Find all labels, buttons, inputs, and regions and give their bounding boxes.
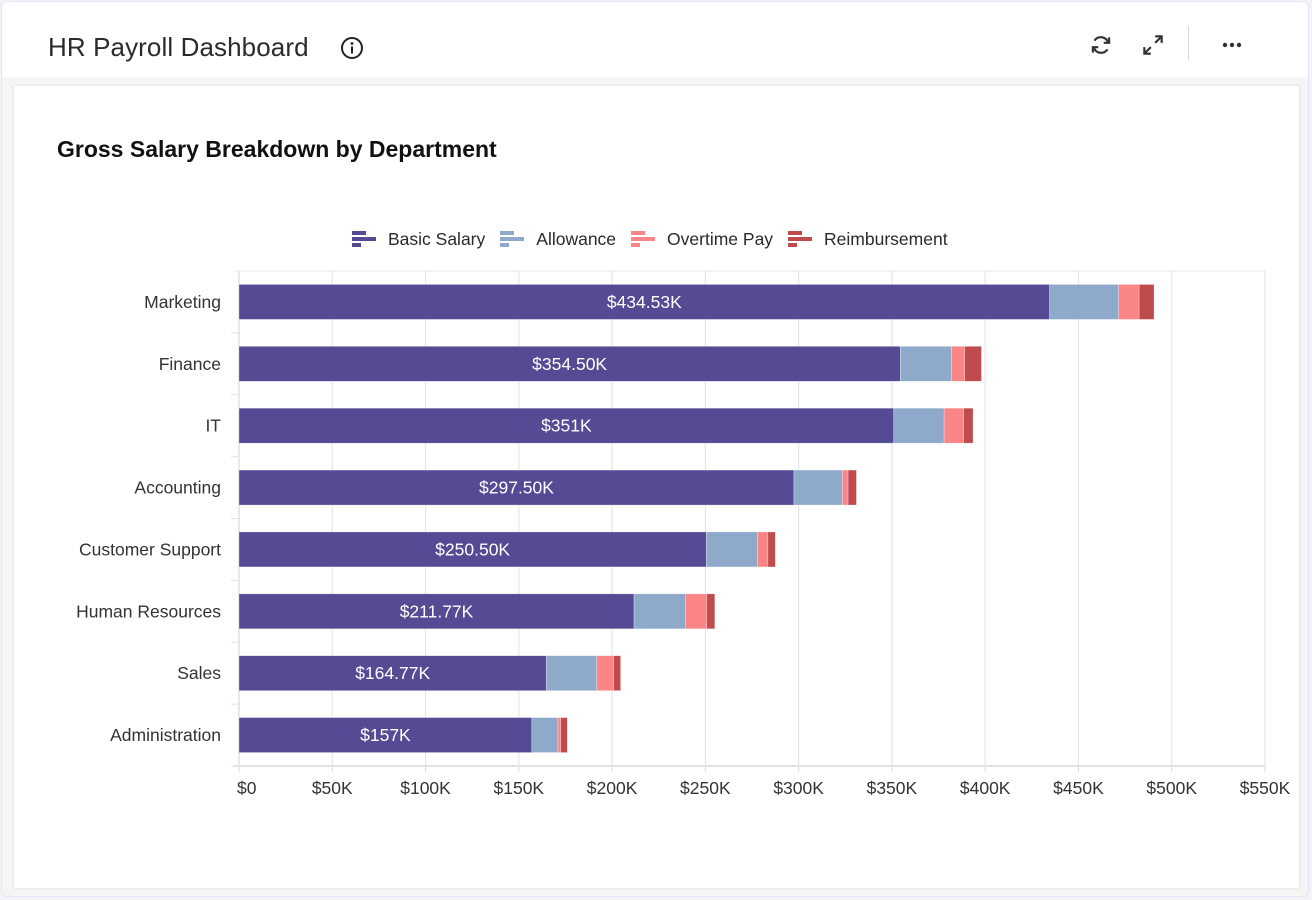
x-tick-label: $50K [312, 778, 353, 798]
bar-overtime-pay[interactable] [951, 346, 965, 382]
bar-reimbursement[interactable] [963, 407, 974, 444]
legend-bar-icon [631, 231, 656, 247]
bar-basic-salary[interactable] [238, 346, 901, 382]
chart-legend: Basic Salary Allowance Overtime Pay Reimbur… [352, 226, 963, 252]
chart-plot: $0 $50K $100K $150K $200K $250K $300K $350K $400… [76, 270, 1291, 798]
x-tick-label: $400K [960, 778, 1011, 798]
legend-bar-icon [500, 231, 525, 247]
y-tick-label: Accounting [134, 478, 221, 498]
y-tick-label: Human Resources [76, 601, 221, 621]
x-tick-label: $100K [400, 778, 451, 798]
bar-allowance[interactable] [793, 469, 843, 506]
legend-bar-icon [788, 231, 813, 247]
data-label: $434.53K [607, 292, 682, 312]
bar-reimbursement[interactable] [964, 346, 982, 382]
bar-reimbursement[interactable] [613, 655, 621, 691]
bar-allowance[interactable] [893, 407, 945, 444]
bar-reimbursement[interactable] [560, 717, 568, 753]
bar-reimbursement[interactable] [767, 531, 776, 568]
legend-item[interactable]: Reimbursement [788, 229, 948, 250]
data-label: $157K [360, 725, 411, 745]
x-tick-label: $150K [494, 778, 545, 798]
bar-basic-salary[interactable] [238, 593, 635, 630]
y-tick-label: Marketing [144, 292, 221, 312]
bar-overtime-pay[interactable] [557, 717, 562, 753]
bar-allowance[interactable] [633, 593, 686, 630]
data-label: $164.77K [355, 663, 430, 683]
data-label: $211.77K [400, 601, 474, 621]
y-tick-label: Administration [110, 725, 221, 745]
x-tick-label: $450K [1053, 778, 1104, 798]
bar-basic-salary[interactable] [238, 284, 1050, 320]
bar-overtime-pay[interactable] [842, 469, 849, 506]
x-tick-label: $500K [1146, 778, 1197, 798]
bar-allowance[interactable] [546, 655, 598, 691]
legend-label: Basic Salary [388, 228, 486, 249]
legend-label: Reimbursement [824, 228, 948, 249]
bar-overtime-pay[interactable] [943, 407, 965, 444]
legend-item[interactable]: Allowance [500, 229, 616, 250]
legend-item[interactable]: Basic Salary [352, 229, 485, 250]
y-tick-label: Customer Support [79, 539, 221, 559]
data-label: $250.50K [435, 539, 510, 559]
header-divider [1188, 26, 1189, 60]
y-tick-label: Finance [159, 354, 221, 374]
x-tick-label: $350K [867, 778, 918, 798]
dashboard-header: HR Payroll Dashboard [2, 2, 1308, 77]
legend-label: Overtime Pay [667, 228, 774, 249]
x-tick-label: $250K [680, 778, 731, 798]
y-tick-label: IT [205, 416, 221, 436]
bar-overtime-pay[interactable] [757, 531, 769, 568]
data-label: $354.50K [532, 354, 607, 374]
bar-allowance[interactable] [705, 531, 758, 568]
y-tick-label: Sales [177, 663, 221, 683]
x-tick-label: $200K [587, 778, 638, 798]
x-tick-label: $0 [237, 778, 257, 798]
x-tick-label: $550K [1240, 778, 1291, 798]
info-icon[interactable] [340, 36, 364, 60]
data-label: $297.50K [479, 478, 554, 498]
bar-basic-salary[interactable] [238, 655, 547, 691]
legend-bar-icon [352, 231, 376, 247]
bar-reimbursement[interactable] [706, 593, 716, 630]
legend-label: Allowance [536, 228, 617, 249]
expand-icon[interactable] [1140, 32, 1166, 58]
x-tick-label: $300K [773, 778, 824, 798]
bar-overtime-pay[interactable] [596, 655, 614, 691]
chart-title: Gross Salary Breakdown by Department [57, 136, 497, 162]
bar-basic-salary[interactable] [238, 531, 707, 568]
bar-allowance[interactable] [1049, 284, 1119, 320]
bar-allowance[interactable] [900, 346, 952, 382]
chart-card: Gross Salary Breakdown by Department Bas… [14, 86, 1299, 888]
dashboard-title: HR Payroll Dashboard [48, 32, 309, 62]
legend-item[interactable]: Overtime Pay [631, 229, 773, 250]
bar-reimbursement[interactable] [1138, 284, 1155, 320]
refresh-icon[interactable] [1088, 32, 1114, 58]
bar-overtime-pay[interactable] [685, 593, 708, 630]
bar-basic-salary[interactable] [238, 717, 533, 753]
bar-basic-salary[interactable] [238, 407, 895, 444]
bar-reimbursement[interactable] [847, 469, 857, 506]
more-icon[interactable] [1219, 32, 1245, 58]
bar-overtime-pay[interactable] [1118, 284, 1140, 320]
bar-basic-salary[interactable] [238, 469, 795, 506]
bar-allowance[interactable] [531, 717, 559, 753]
data-label: $351K [541, 416, 592, 436]
